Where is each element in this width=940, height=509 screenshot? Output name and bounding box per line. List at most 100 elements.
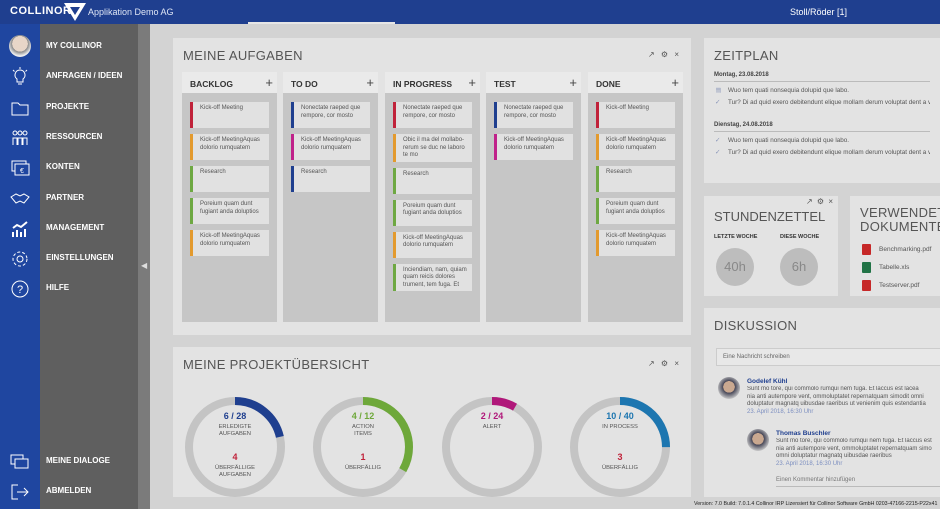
- sidebar-item-anfragen-ideen[interactable]: ANFRAGEN / IDEEN: [0, 61, 138, 91]
- comment-body: Sunt mo tore, qui commolo rumqui nem fug…: [776, 438, 932, 459]
- overdue-label: ÜBERFÄLLIGE AUFGABEN: [215, 465, 255, 478]
- chart-icon: [12, 221, 28, 237]
- sidebar-item-label: HILFE: [46, 283, 70, 293]
- task-card[interactable]: Poreium quam dunt fugiant anda doluptios: [190, 198, 269, 224]
- panel-title: ZEITPLAN: [714, 48, 779, 63]
- folder-icon: [11, 102, 29, 116]
- task-card[interactable]: Kick-off MeetingAquas dolorio rumquatem: [494, 134, 573, 160]
- add-card-button[interactable]: +: [569, 75, 577, 90]
- donut-label: IN PROCESS: [602, 424, 638, 430]
- document-link[interactable]: Testserver.pdf: [862, 280, 919, 291]
- add-card-button[interactable]: +: [468, 75, 476, 90]
- task-card[interactable]: Kick-off MeetingAquas dolorio rumquatem: [190, 134, 269, 160]
- logo-mark-icon: [64, 3, 86, 21]
- task-card[interactable]: Nonectate raeped que rempore, cor mosto: [494, 102, 573, 128]
- task-card[interactable]: Kick-off Meeting: [596, 102, 675, 128]
- task-card[interactable]: Poreium quam dunt fugiant anda doluptios: [393, 199, 472, 226]
- comment-author[interactable]: Thomas Buschler: [776, 430, 831, 437]
- task-card[interactable]: Inciendiam, nam, quiam quam reicis dolor…: [393, 263, 472, 291]
- lightbulb-icon: [12, 67, 28, 85]
- schedule-item[interactable]: ✓ Tur? Di ad quid exero debitendunt eliqu…: [716, 99, 930, 106]
- progress-donut[interactable]: 2 / 24 ALERT: [440, 395, 544, 499]
- task-card[interactable]: Kick-off Meeting: [190, 102, 269, 128]
- sidebar-item-label: KONTEN: [46, 162, 80, 172]
- reply-input[interactable]: Einen Kommentar hinzufügen: [776, 477, 940, 487]
- sidebar-item-projekte[interactable]: PROJEKTE: [0, 92, 138, 122]
- sidebar-item-label: MANAGEMENT: [46, 222, 105, 232]
- task-card[interactable]: Kick-off MeetingAquas dolorio rumquatem: [291, 134, 370, 160]
- kanban-column: IN PROGRESS + Nonectate raeped que rempore…: [385, 72, 480, 322]
- panel-controls[interactable]: ↗ ⚙ ×: [648, 359, 681, 368]
- sidebar-item-konten[interactable]: € KONTEN: [0, 152, 138, 182]
- calendar-icon: ▤: [716, 87, 721, 94]
- sidebar-item-ressourcen[interactable]: RESSOURCEN: [0, 122, 138, 152]
- schedule-item[interactable]: ▤ Wuo tem quati nonsequia dolupid que lab…: [716, 87, 850, 94]
- kanban-column: BACKLOG + Kick-off Meeting Kick-off Meeting…: [182, 72, 277, 322]
- add-card-button[interactable]: +: [366, 75, 374, 90]
- document-link[interactable]: Tabelle.xls: [862, 262, 909, 273]
- task-card[interactable]: Kick-off MeetingAquas dolorio rumquatem: [190, 230, 269, 256]
- sidebar-collapse-strip[interactable]: [138, 24, 150, 509]
- avatar: [9, 35, 31, 57]
- euro-icon: €: [11, 160, 30, 176]
- check-icon: ✓: [716, 137, 721, 144]
- logout-icon: [11, 484, 29, 500]
- schedule-date: Dienstag, 24.08.2018: [714, 122, 930, 132]
- donut-label: ALERT: [482, 424, 502, 430]
- kanban-column: TEST + Nonectate raeped que rempore, cor m…: [486, 72, 581, 322]
- people-icon: [12, 130, 28, 145]
- task-card[interactable]: Nonectate raeped que rempore, cor mosto: [393, 102, 472, 128]
- timesheet-panel: STUNDENZETTEL ↗ ⚙ × LETZTE WOCHE DIESE W…: [704, 196, 838, 296]
- discussion-panel: DISKUSSION Eine Nachricht schreiben Gode…: [704, 308, 940, 497]
- user-info[interactable]: Stoll/Röder [1]: [790, 7, 848, 17]
- task-card[interactable]: Kick-off MeetingAquas dolorio rumquatem: [393, 231, 472, 258]
- column-header: BACKLOG +: [182, 72, 277, 93]
- add-card-button[interactable]: +: [671, 75, 679, 90]
- task-card[interactable]: Poreium quam dunt fugiant anda doluptios: [596, 198, 675, 224]
- sidebar-menu: [40, 24, 138, 509]
- tab-indicator: [248, 22, 395, 24]
- sidebar-item-label: MY COLLINOR: [46, 41, 102, 50]
- donut-value: 10 / 40: [606, 411, 634, 421]
- progress-donut[interactable]: 4 / 12 ACTION ITEMS 1 ÜBERFÄLLIG: [311, 395, 415, 499]
- logo[interactable]: COLLINOR: [10, 3, 86, 21]
- progress-donut[interactable]: 10 / 40 IN PROCESS 3 ÜBERFÄLLIG: [568, 395, 672, 499]
- sidebar-item-my-collinor[interactable]: MY COLLINOR: [0, 31, 138, 61]
- task-card[interactable]: Research: [291, 166, 370, 192]
- donut-progress: [313, 397, 413, 497]
- task-card[interactable]: Research: [393, 167, 472, 194]
- add-card-button[interactable]: +: [265, 75, 273, 90]
- sidebar-item-abmelden[interactable]: ABMELDEN: [0, 476, 138, 506]
- column-header: DONE +: [588, 72, 683, 93]
- comment-body: Sunt mo tore, qui commolo rumqui nem fug…: [747, 386, 926, 407]
- panel-title: VERWENDETEDOKUMENTE: [860, 205, 940, 234]
- sidebar-item-hilfe[interactable]: ? HILFE: [0, 273, 138, 303]
- task-card[interactable]: Research: [190, 166, 269, 192]
- panel-controls[interactable]: ↗ ⚙ ×: [806, 197, 834, 206]
- task-card[interactable]: Nonectate raeped que rempore, cor mosto: [291, 102, 370, 128]
- progress-donut[interactable]: 6 / 28 ERLEDIGTE AUFGABEN 4 ÜBERFÄLLIGE AU…: [183, 395, 287, 499]
- xls-file-icon: [862, 262, 871, 273]
- collapse-arrow-icon[interactable]: ◀: [141, 261, 148, 270]
- task-card[interactable]: Research: [596, 166, 675, 192]
- documents-panel: VERWENDETEDOKUMENTE Benchmarking.pdf Tabe…: [850, 196, 940, 296]
- avatar: [747, 429, 769, 451]
- sidebar-item-meine-dialoge[interactable]: MEINE DIALOGE: [0, 446, 138, 476]
- task-card[interactable]: Obic il ma del mollabo-rerum se duc ne l…: [393, 134, 472, 162]
- task-card[interactable]: Kick-off MeetingAquas dolorio rumquatem: [596, 134, 675, 160]
- help-icon: ?: [11, 280, 29, 298]
- sidebar-item-partner[interactable]: PARTNER: [0, 183, 138, 213]
- schedule-item[interactable]: ✓ Wuo tem quati nonsequia dolupid que lab…: [716, 137, 850, 144]
- comment-date: 23. April 2018, 16:30 Uhr: [747, 409, 814, 415]
- schedule-item[interactable]: ✓ Tur? Di ad quid exero debitendunt eliqu…: [716, 149, 930, 156]
- overdue-count: 1: [360, 452, 366, 462]
- comment-author[interactable]: Godelef Kühl: [747, 378, 788, 385]
- this-week-label: DIESE WOCHE: [780, 234, 820, 240]
- sidebar-item-einstellungen[interactable]: EINSTELLUNGEN: [0, 243, 138, 273]
- donut-value: 2 / 24: [480, 411, 504, 421]
- message-input[interactable]: Eine Nachricht schreiben: [716, 348, 940, 366]
- task-card[interactable]: Kick-off MeetingAquas dolorio rumquatem: [596, 230, 675, 256]
- panel-controls[interactable]: ↗ ⚙ ×: [648, 50, 681, 59]
- sidebar-item-management[interactable]: MANAGEMENT: [0, 213, 138, 243]
- document-link[interactable]: Benchmarking.pdf: [862, 244, 931, 255]
